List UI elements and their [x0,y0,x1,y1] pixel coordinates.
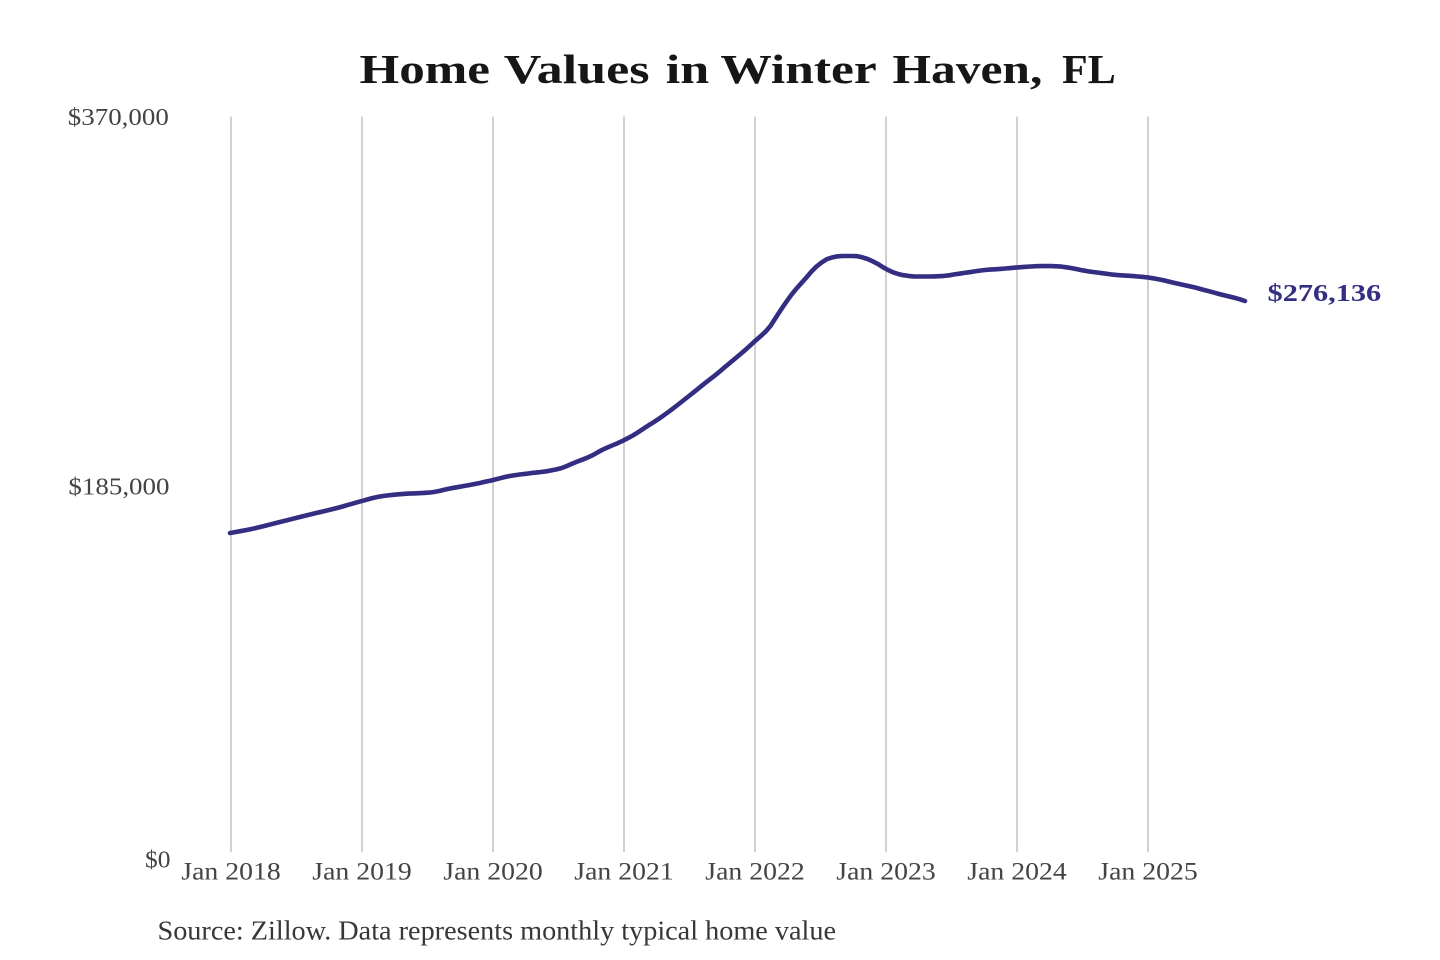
svg-text:FL: FL [1062,47,1116,93]
svg-text:Source: Zillow. Data represent: Source: Zillow. Data represents monthly … [158,915,837,945]
svg-text:$185,000: $185,000 [68,473,169,501]
svg-text:Values: Values [504,47,650,93]
svg-text:Jan 2021: Jan 2021 [574,857,673,885]
svg-text:Jan 2019: Jan 2019 [312,857,411,885]
svg-text:Haven,: Haven, [892,46,1042,92]
svg-text:Jan 2020: Jan 2020 [443,857,542,885]
svg-text:Jan 2024: Jan 2024 [967,857,1066,885]
svg-text:in: in [666,47,709,93]
svg-text:$370,000: $370,000 [68,103,169,131]
svg-text:Jan 2022: Jan 2022 [705,857,804,885]
svg-text:Jan 2023: Jan 2023 [836,857,935,885]
svg-text:Jan 2018: Jan 2018 [181,857,280,885]
svg-text:Home: Home [360,47,490,92]
svg-text:Jan 2025: Jan 2025 [1098,857,1197,885]
svg-text:$0: $0 [145,847,170,873]
svg-text:$276,136: $276,136 [1268,280,1382,306]
svg-text:Winter: Winter [720,47,876,93]
